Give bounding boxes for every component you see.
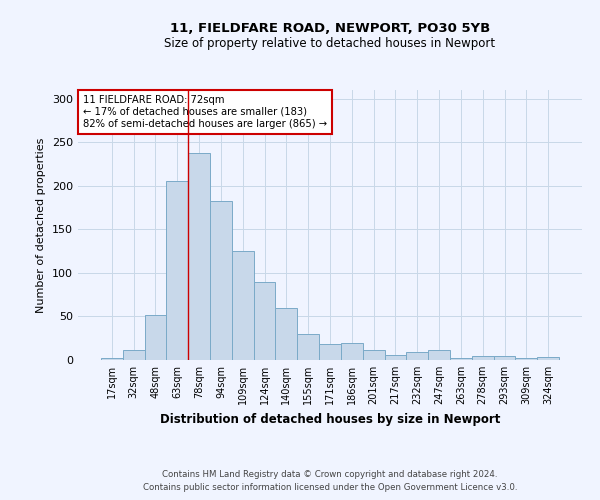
Bar xyxy=(537,358,559,360)
Bar xyxy=(297,334,319,360)
Bar xyxy=(101,358,123,360)
Bar xyxy=(232,251,254,360)
Bar xyxy=(450,358,472,360)
Y-axis label: Number of detached properties: Number of detached properties xyxy=(37,138,46,312)
X-axis label: Distribution of detached houses by size in Newport: Distribution of detached houses by size … xyxy=(160,412,500,426)
Bar xyxy=(341,344,363,360)
Bar xyxy=(254,282,275,360)
Bar xyxy=(319,344,341,360)
Bar xyxy=(494,356,515,360)
Bar xyxy=(188,152,210,360)
Bar xyxy=(515,358,537,360)
Bar xyxy=(210,200,232,360)
Text: Size of property relative to detached houses in Newport: Size of property relative to detached ho… xyxy=(164,38,496,51)
Bar xyxy=(145,314,166,360)
Text: 11, FIELDFARE ROAD, NEWPORT, PO30 5YB: 11, FIELDFARE ROAD, NEWPORT, PO30 5YB xyxy=(170,22,490,36)
Bar xyxy=(406,352,428,360)
Bar xyxy=(123,350,145,360)
Bar xyxy=(275,308,297,360)
Bar xyxy=(166,182,188,360)
Text: 11 FIELDFARE ROAD: 72sqm
← 17% of detached houses are smaller (183)
82% of semi-: 11 FIELDFARE ROAD: 72sqm ← 17% of detach… xyxy=(83,96,327,128)
Bar xyxy=(385,355,406,360)
Text: Contains HM Land Registry data © Crown copyright and database right 2024.: Contains HM Land Registry data © Crown c… xyxy=(162,470,498,479)
Bar xyxy=(472,356,494,360)
Bar xyxy=(428,350,450,360)
Bar xyxy=(363,350,385,360)
Text: Contains public sector information licensed under the Open Government Licence v3: Contains public sector information licen… xyxy=(143,484,517,492)
